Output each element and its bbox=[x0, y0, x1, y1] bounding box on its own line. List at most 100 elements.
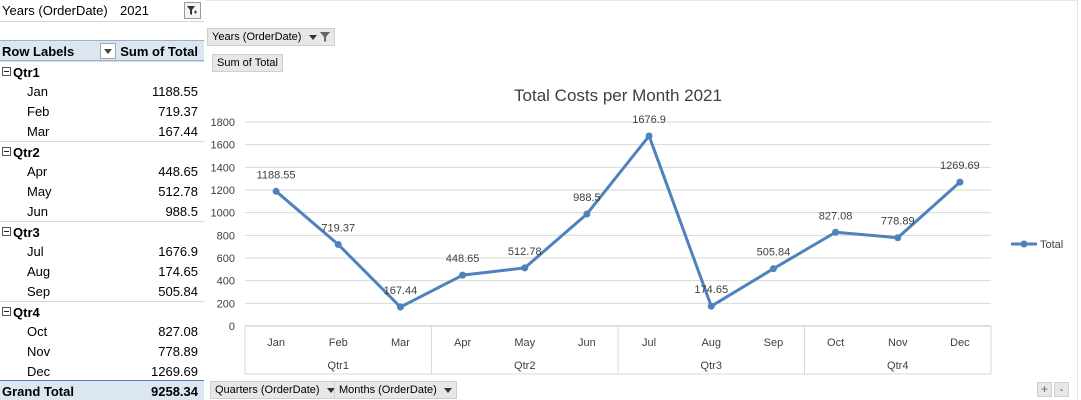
data-point bbox=[521, 264, 529, 272]
pivot-month-row: Nov 778.89 bbox=[0, 341, 204, 361]
data-label: 778.89 bbox=[881, 216, 915, 228]
x-group-label: Qtr3 bbox=[701, 360, 722, 372]
data-label: 988.5 bbox=[573, 192, 601, 204]
months-field-label: Months (OrderDate) bbox=[339, 384, 437, 396]
pivot-month-value: 505.84 bbox=[158, 284, 198, 299]
pivot-chart[interactable]: Years (OrderDate) Sum of Total Quarters … bbox=[205, 0, 1081, 400]
pivot-month-label: Jun bbox=[27, 204, 48, 219]
expand-button[interactable]: + bbox=[1037, 382, 1052, 397]
value-field-label: Sum of Total bbox=[217, 57, 278, 69]
pivot-table: Row Labels Sum of Total Qtr1 Jan 1188.55 Fe… bbox=[0, 40, 204, 381]
pivot-group-row: Qtr4 bbox=[0, 301, 204, 321]
pivot-month-row: Oct 827.08 bbox=[0, 321, 204, 341]
data-label: 174.65 bbox=[694, 284, 728, 296]
data-label: 448.65 bbox=[446, 253, 480, 265]
data-point bbox=[894, 234, 902, 242]
x-tick-label: May bbox=[514, 337, 535, 349]
pivot-month-value: 448.65 bbox=[158, 164, 198, 179]
pivot-month-label: Oct bbox=[27, 324, 48, 339]
months-field-button[interactable]: Months (OrderDate) bbox=[334, 381, 457, 399]
y-tick-label: 1400 bbox=[211, 162, 235, 174]
pivot-month-row: Mar 167.44 bbox=[0, 121, 204, 141]
y-tick-label: 0 bbox=[229, 321, 235, 333]
pivot-month-label: Apr bbox=[27, 164, 48, 179]
report-filter-label: Years (OrderDate) bbox=[2, 3, 108, 18]
pivot-month-row: Jul 1676.9 bbox=[0, 241, 204, 261]
filter-icon bbox=[187, 6, 197, 15]
x-tick-label: Dec bbox=[950, 337, 970, 349]
row-labels-dropdown[interactable] bbox=[100, 43, 116, 59]
collapse-icon[interactable] bbox=[2, 67, 11, 76]
y-tick-label: 600 bbox=[217, 253, 235, 265]
pivot-month-value: 719.37 bbox=[158, 104, 198, 119]
x-tick-label: Sep bbox=[764, 337, 784, 349]
minus-icon: - bbox=[1059, 382, 1064, 396]
data-point bbox=[334, 240, 342, 248]
chart-title: Total Costs per Month 2021 bbox=[514, 86, 722, 105]
pivot-month-row: Jan 1188.55 bbox=[0, 81, 204, 101]
chevron-down-icon bbox=[104, 49, 112, 54]
quarters-field-label: Quarters (OrderDate) bbox=[215, 384, 320, 396]
series-line bbox=[275, 134, 961, 309]
pivot-month-label: Dec bbox=[27, 364, 51, 379]
y-tick-label: 200 bbox=[217, 298, 235, 310]
legend-label: Total bbox=[1040, 239, 1063, 251]
filter-icon bbox=[319, 32, 330, 43]
pivot-month-label: Mar bbox=[27, 124, 50, 139]
y-tick-label: 1200 bbox=[211, 185, 235, 197]
chart-border-top bbox=[205, 0, 1077, 1]
pivot-month-row: Jun 988.5 bbox=[0, 201, 204, 221]
x-tick-label: Feb bbox=[329, 337, 348, 349]
pivot-group-row: Qtr1 bbox=[0, 61, 204, 81]
pivot-month-label: Feb bbox=[27, 104, 50, 119]
chart-filter-field-button[interactable]: Years (OrderDate) bbox=[207, 28, 335, 46]
chart-filter-field-label: Years (OrderDate) bbox=[212, 31, 302, 43]
pivot-month-row: Dec 1269.69 bbox=[0, 361, 204, 381]
pivot-month-value: 1676.9 bbox=[158, 244, 198, 259]
collapse-icon[interactable] bbox=[2, 307, 11, 316]
quarters-field-button[interactable]: Quarters (OrderDate) bbox=[210, 381, 340, 399]
data-point bbox=[459, 271, 467, 279]
pivot-month-label: Jul bbox=[27, 244, 44, 259]
pivot-month-label: Sep bbox=[27, 284, 51, 299]
pivot-month-value: 512.78 bbox=[158, 184, 198, 199]
report-filter-button[interactable] bbox=[184, 2, 201, 19]
collapse-icon[interactable] bbox=[2, 227, 11, 236]
x-tick-label: Apr bbox=[454, 337, 471, 349]
data-label: 1676.9 bbox=[632, 114, 666, 126]
data-point bbox=[583, 210, 591, 218]
data-point bbox=[396, 303, 404, 311]
x-tick-label: Mar bbox=[391, 337, 410, 349]
data-label: 512.78 bbox=[508, 246, 542, 258]
data-point bbox=[832, 228, 840, 236]
chart-border-right bbox=[1077, 0, 1078, 400]
pivot-month-value: 167.44 bbox=[158, 124, 198, 139]
pivot-body: Qtr1 Jan 1188.55 Feb 719.37 Mar 167.44 Qtr2 Apr 4… bbox=[0, 61, 204, 381]
collapse-button[interactable]: - bbox=[1054, 382, 1069, 397]
pivot-group-label: Qtr2 bbox=[13, 145, 40, 160]
value-field-button[interactable]: Sum of Total bbox=[212, 54, 283, 72]
pivot-month-row: Feb 719.37 bbox=[0, 101, 204, 121]
x-tick-label: Jan bbox=[267, 337, 285, 349]
collapse-icon[interactable] bbox=[2, 147, 11, 156]
data-label: 1188.55 bbox=[257, 169, 296, 181]
pivot-month-label: Nov bbox=[27, 344, 51, 359]
x-group-label: Qtr1 bbox=[328, 360, 349, 372]
x-tick-label: Jul bbox=[642, 337, 656, 349]
sum-of-total-header: Sum of Total bbox=[120, 44, 198, 59]
line-chart: Total Costs per Month 2021 0 200 400 600 800 1… bbox=[211, 86, 1063, 375]
pivot-month-label: May bbox=[27, 184, 52, 199]
pivot-month-value: 1269.69 bbox=[151, 364, 198, 379]
x-tick-label: Oct bbox=[827, 337, 844, 349]
plus-icon: + bbox=[1040, 382, 1048, 396]
data-label: 719.37 bbox=[321, 222, 355, 234]
pivot-group-label: Qtr3 bbox=[13, 225, 40, 240]
x-group-label: Qtr2 bbox=[514, 360, 535, 372]
data-point bbox=[956, 178, 964, 186]
y-tick-label: 1600 bbox=[211, 140, 235, 152]
data-point bbox=[272, 187, 280, 195]
grand-total-row: Grand Total 9258.34 bbox=[0, 380, 204, 400]
grand-total-value: 9258.34 bbox=[151, 384, 198, 399]
x-tick-label: Jun bbox=[578, 337, 596, 349]
row-labels-header: Row Labels bbox=[2, 44, 75, 59]
